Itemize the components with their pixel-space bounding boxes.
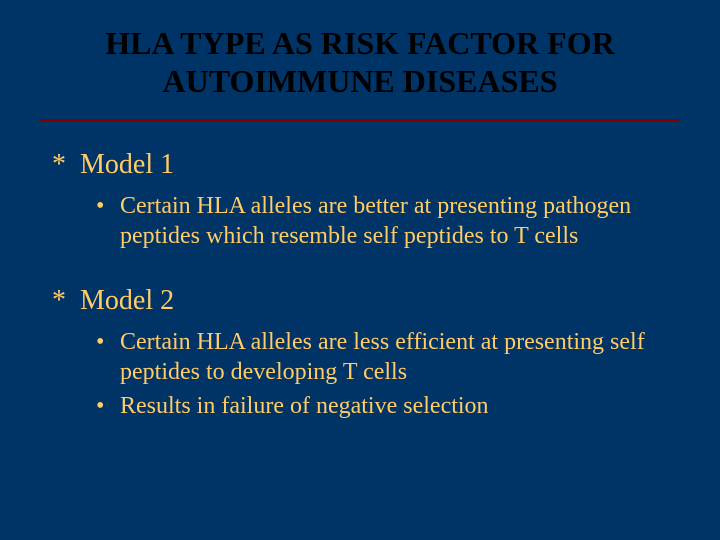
asterisk-icon: * <box>52 285 80 317</box>
title-line-2: AUTOIMMUNE DISEASES <box>162 63 557 99</box>
bullet-text: Results in failure of negative selection <box>120 391 489 421</box>
model-label: Model 2 <box>80 285 174 317</box>
section-model-2: * Model 2 • Certain HLA alleles are less… <box>40 285 680 421</box>
bullet-icon: • <box>96 392 120 421</box>
section-model-1: * Model 1 • Certain HLA alleles are bett… <box>40 149 680 251</box>
title-divider <box>40 119 680 121</box>
bullet-text: Certain HLA alleles are better at presen… <box>120 191 660 251</box>
bullet-item: • Certain HLA alleles are less efficient… <box>96 327 660 387</box>
bullet-text: Certain HLA alleles are less efficient a… <box>120 327 660 387</box>
bullet-item: • Certain HLA alleles are better at pres… <box>96 191 660 251</box>
asterisk-icon: * <box>52 149 80 181</box>
model-label: Model 1 <box>80 149 174 181</box>
slide-title: HLA TYPE AS RISK FACTOR FOR AUTOIMMUNE D… <box>60 24 660 101</box>
model-heading: * Model 2 <box>52 285 680 317</box>
model-heading: * Model 1 <box>52 149 680 181</box>
bullet-icon: • <box>96 192 120 221</box>
bullet-item: • Results in failure of negative selecti… <box>96 391 660 421</box>
title-line-1: HLA TYPE AS RISK FACTOR FOR <box>105 25 614 61</box>
bullet-icon: • <box>96 328 120 357</box>
